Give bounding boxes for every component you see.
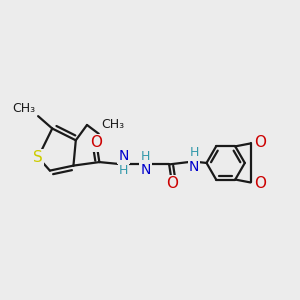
Text: O: O [166, 176, 178, 191]
Text: CH₃: CH₃ [101, 118, 124, 131]
Text: H: H [190, 146, 199, 159]
Text: CH₃: CH₃ [13, 102, 36, 115]
Text: O: O [254, 135, 266, 150]
Text: H: H [119, 164, 128, 177]
Text: S: S [33, 150, 43, 165]
Text: N: N [118, 148, 129, 163]
Text: O: O [254, 176, 266, 190]
Text: N: N [189, 160, 200, 174]
Text: H: H [141, 150, 150, 163]
Text: N: N [140, 163, 151, 177]
Text: O: O [90, 135, 102, 150]
